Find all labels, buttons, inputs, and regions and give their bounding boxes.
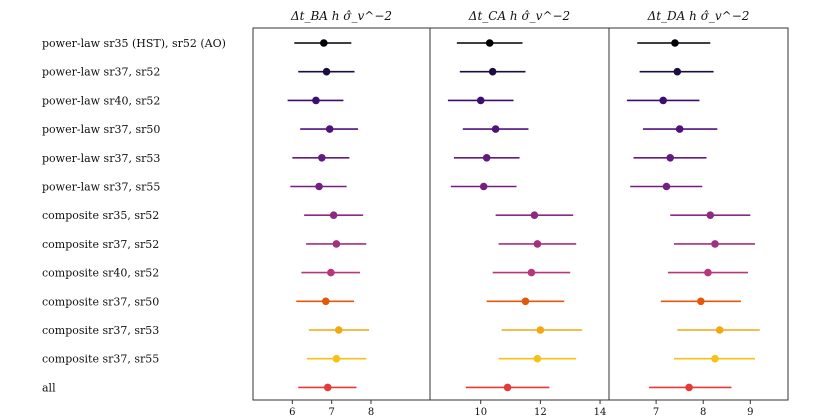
row-label: composite sr37, sr55 [42,353,159,366]
row-label: composite sr40, sr52 [42,267,159,280]
row-label: power-law sr40, sr52 [42,94,160,107]
data-point [706,211,715,219]
data-point [697,297,705,306]
data-point [711,354,719,363]
data-point [322,67,331,76]
x-tick-label: 9 [747,407,753,418]
data-point [675,125,684,133]
data-point [711,240,719,248]
data-point [327,268,335,277]
data-point [312,96,320,105]
data-point [671,39,679,47]
x-tick-label: 12 [534,407,547,418]
data-point [530,211,539,219]
data-point [320,39,328,47]
data-point [715,326,724,334]
data-point [482,154,491,162]
row-label: composite sr37, sr52 [42,238,159,251]
data-point [704,268,712,277]
x-tick-label: 8 [368,407,374,418]
x-tick-label: 10 [474,407,487,418]
panel-2: Δt_CA h σ̂_v^−2 10 12 14 [429,9,610,418]
panel-frame [608,27,789,401]
x-tick-label: 7 [328,407,334,418]
row-label: composite sr37, sr53 [42,324,159,337]
data-point [527,268,536,277]
panel-title: Δt_CA h σ̂_v^−2 [468,9,570,23]
row-label: composite sr37, sr50 [42,295,159,308]
x-tick-label: 7 [653,407,659,418]
data-point [332,240,341,248]
panel-frame [252,27,431,401]
data-point [479,182,488,191]
row-label: power-law sr37, sr52 [42,66,160,79]
data-point [491,125,500,133]
data-point [321,297,330,306]
data-point [662,182,671,191]
data-point [521,297,530,306]
row-label: composite sr35, sr52 [42,209,159,222]
x-tick-label: 14 [594,407,607,418]
data-point [476,96,485,105]
panel-title: Δt_BA h σ̂_v^−2 [290,9,392,23]
panels: Δt_BA h σ̂_v^−26 7 8Δt_CA h σ̂_v^−210 12 14Δ… [252,9,789,418]
data-point [659,96,667,105]
panel-frame [429,27,610,401]
data-point [334,326,343,334]
data-point [503,383,512,392]
data-point [533,354,542,363]
data-point [685,383,693,392]
data-point [533,240,542,248]
row-label: all [42,381,56,394]
data-point [488,67,497,76]
panel-3: Δt_DA h σ̂_v^−2 7 8 9 [608,9,789,418]
data-point [325,125,334,133]
row-label: power-law sr37, sr53 [42,152,160,165]
row-label: power-law sr37, sr55 [42,181,160,194]
x-tick-label: 6 [289,407,295,418]
data-point [318,154,326,162]
data-point [666,154,675,162]
data-point [673,67,682,76]
data-point [332,354,341,363]
data-point [536,326,545,334]
row-labels: power-law sr35 (HST), sr52 (AO) power-law… [42,37,226,394]
x-tick-label: 8 [700,407,706,418]
panel-title: Δt_DA h σ̂_v^−2 [647,9,750,23]
data-point [485,39,494,47]
row-label: power-law sr37, sr50 [42,123,160,136]
data-point [323,383,332,392]
data-point [329,211,338,219]
row-label: power-law sr35 (HST), sr52 (AO) [42,37,226,50]
data-point [315,182,323,191]
panel-1: Δt_BA h σ̂_v^−2 6 7 8 [252,9,431,418]
